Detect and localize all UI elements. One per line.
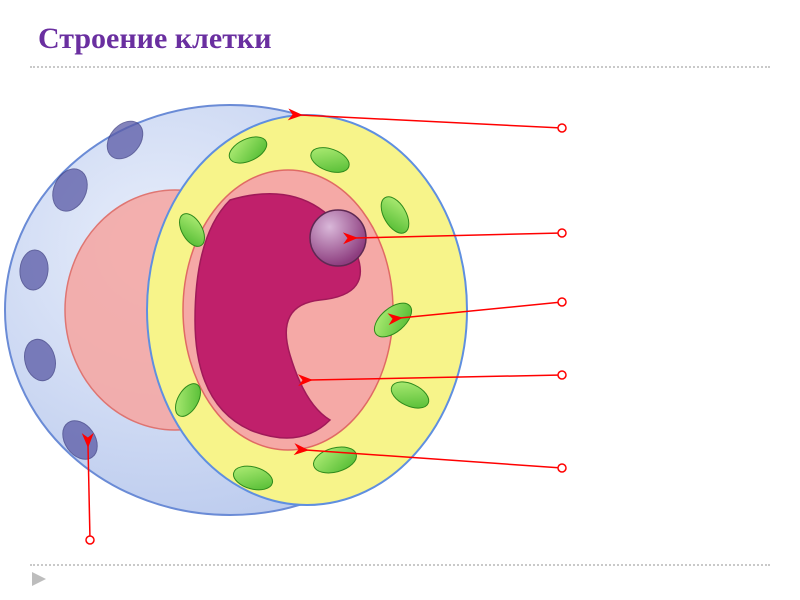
- leader-dot-nucleus: [558, 229, 566, 237]
- cell-diagram: [0, 0, 800, 600]
- slide-root: Строение клетки: [0, 0, 800, 600]
- footer-separator: [30, 564, 770, 566]
- leader-dot-wall-dot: [86, 536, 94, 544]
- title-underline: [30, 66, 770, 68]
- leader-dot-vacuole: [558, 371, 566, 379]
- leader-dot-chloroplast: [558, 298, 566, 306]
- leader-dot-cytoplasm: [558, 464, 566, 472]
- leader-dot-membrane: [558, 124, 566, 132]
- slide-next-chevron-icon: [30, 570, 50, 588]
- page-title: Строение клетки: [38, 22, 272, 56]
